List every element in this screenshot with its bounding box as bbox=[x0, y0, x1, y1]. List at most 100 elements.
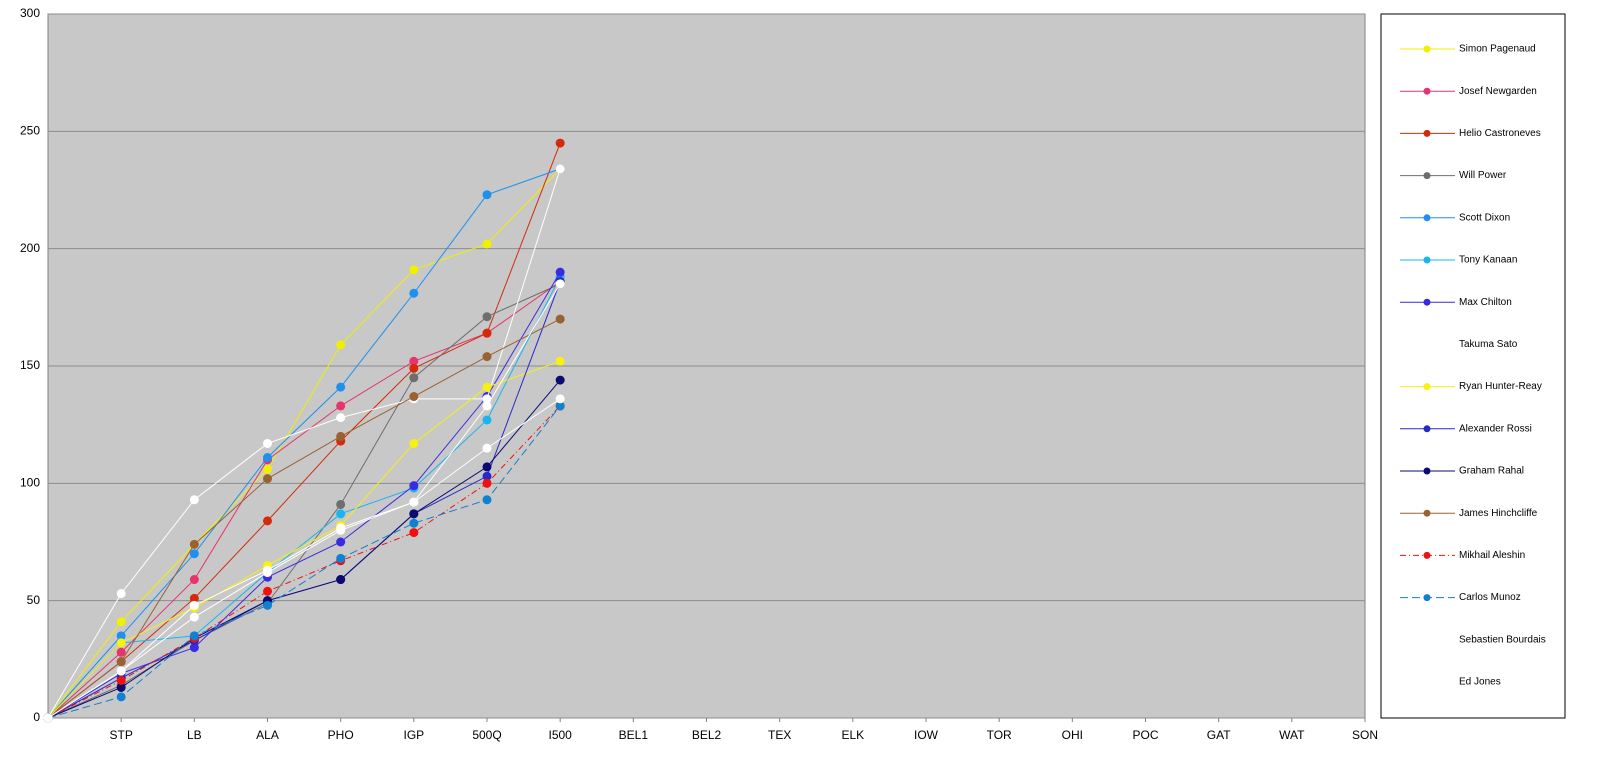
point bbox=[409, 288, 419, 298]
legend-marker bbox=[1423, 425, 1431, 433]
x-tick-label: STP bbox=[109, 728, 132, 742]
point bbox=[482, 401, 492, 411]
point bbox=[409, 363, 419, 373]
series-line bbox=[47, 379, 561, 719]
point bbox=[336, 431, 346, 441]
series-line bbox=[47, 168, 561, 719]
legend-label: James Hinchcliffe bbox=[1459, 508, 1538, 519]
point bbox=[409, 373, 419, 383]
point bbox=[263, 464, 272, 474]
legend-label: Josef Newgarden bbox=[1459, 86, 1537, 97]
point bbox=[482, 415, 492, 425]
x-tick-label: GAT bbox=[1207, 728, 1231, 742]
x-tick-label: 500Q bbox=[472, 728, 501, 742]
legend-label: Alexander Rossi bbox=[1459, 423, 1532, 434]
point bbox=[482, 443, 492, 453]
point bbox=[336, 413, 346, 423]
point bbox=[189, 495, 199, 505]
point bbox=[116, 647, 126, 657]
series-line bbox=[47, 142, 561, 719]
point bbox=[482, 328, 492, 338]
legend-label: Carlos Munoz bbox=[1459, 592, 1521, 603]
point bbox=[116, 589, 126, 599]
series-line bbox=[47, 318, 561, 719]
legend-marker bbox=[1423, 467, 1431, 475]
point bbox=[116, 675, 126, 685]
legend-label: Simon Pagenaud bbox=[1459, 44, 1536, 55]
point bbox=[555, 356, 565, 366]
point bbox=[409, 265, 419, 275]
legend-label: Ryan Hunter-Reay bbox=[1459, 381, 1542, 392]
legend-marker bbox=[1423, 256, 1431, 264]
point bbox=[482, 382, 492, 392]
x-tick-label: ALA bbox=[256, 728, 279, 742]
point bbox=[336, 340, 346, 350]
point bbox=[189, 631, 199, 641]
point bbox=[336, 509, 346, 519]
point bbox=[409, 518, 419, 528]
point bbox=[336, 382, 346, 392]
x-tick-label: I500 bbox=[548, 728, 572, 742]
point bbox=[555, 375, 565, 385]
point bbox=[555, 314, 565, 324]
point bbox=[336, 553, 346, 563]
series-line bbox=[47, 168, 561, 719]
y-tick-label: 150 bbox=[20, 358, 40, 372]
point bbox=[116, 631, 126, 641]
point bbox=[336, 537, 346, 547]
legend-marker bbox=[1423, 214, 1431, 222]
point bbox=[116, 617, 126, 627]
point bbox=[482, 478, 492, 488]
legend-label: Helio Castroneves bbox=[1459, 128, 1541, 139]
x-tick-label: PHO bbox=[328, 728, 354, 742]
point bbox=[116, 638, 126, 648]
legend-marker bbox=[1423, 678, 1431, 686]
series-line bbox=[47, 281, 561, 719]
point bbox=[189, 575, 199, 585]
point bbox=[409, 481, 419, 491]
point bbox=[43, 713, 53, 723]
legend-label: Sebastien Bourdais bbox=[1459, 634, 1546, 645]
point bbox=[482, 394, 492, 404]
point bbox=[336, 401, 346, 411]
point bbox=[189, 612, 199, 622]
point bbox=[263, 586, 272, 596]
point bbox=[189, 600, 199, 610]
point bbox=[263, 565, 272, 575]
x-tick-label: TEX bbox=[768, 728, 791, 742]
series-line bbox=[47, 271, 561, 719]
point bbox=[189, 539, 199, 549]
point bbox=[189, 549, 199, 559]
legend-marker bbox=[1423, 509, 1431, 517]
y-tick-label: 300 bbox=[20, 6, 40, 20]
point bbox=[116, 666, 126, 676]
point bbox=[336, 499, 346, 509]
y-tick-label: 50 bbox=[27, 593, 41, 607]
legend-box bbox=[1380, 13, 1566, 719]
point bbox=[336, 523, 346, 533]
legend-marker bbox=[1423, 45, 1431, 53]
point bbox=[336, 575, 346, 585]
legend-marker bbox=[1423, 298, 1431, 306]
x-tick-label: IOW bbox=[914, 728, 939, 742]
point bbox=[263, 453, 272, 463]
series-line bbox=[47, 360, 561, 719]
legend-marker bbox=[1423, 383, 1431, 391]
point bbox=[482, 190, 492, 200]
point bbox=[555, 138, 565, 148]
legend-marker bbox=[1423, 551, 1431, 559]
point bbox=[482, 352, 492, 362]
legend-marker bbox=[1423, 87, 1431, 95]
series-line bbox=[47, 168, 561, 719]
x-tick-label: IGP bbox=[403, 728, 424, 742]
x-tick-label: SON bbox=[1352, 728, 1378, 742]
point bbox=[116, 682, 126, 692]
point bbox=[409, 356, 419, 366]
y-tick-label: 200 bbox=[20, 241, 40, 255]
point bbox=[263, 474, 272, 484]
x-tick-label: BEL1 bbox=[619, 728, 649, 742]
point bbox=[116, 657, 126, 667]
point bbox=[555, 394, 565, 404]
x-tick-label: BEL2 bbox=[692, 728, 722, 742]
